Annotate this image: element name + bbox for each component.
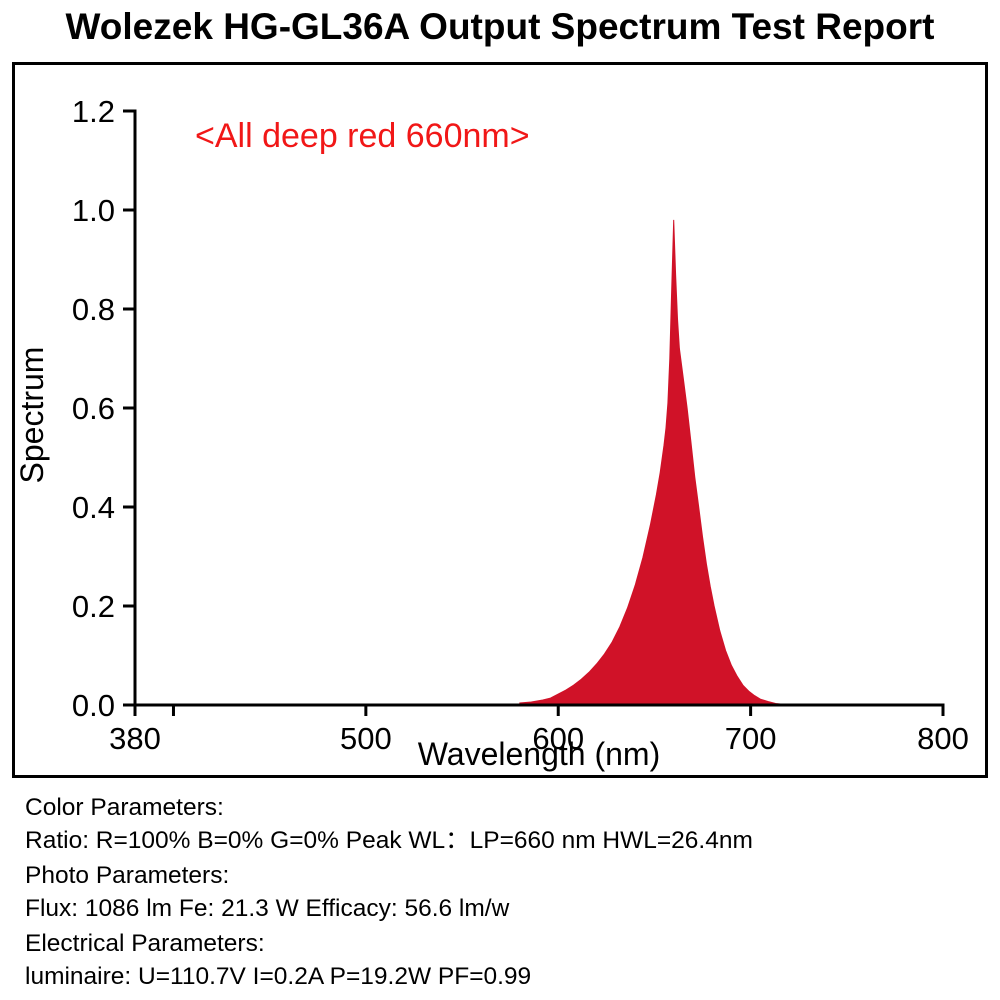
photo-parameters-value: Flux: 1086 lm Fe: 21.3 W Efficacy: 56.6 …: [25, 895, 510, 922]
x-tick-label-700: 700: [725, 721, 777, 756]
spectrum-chart: 0.0 0.2 0.4 0.6 0.8 1.0 1.2 380 500 600 700 800 <Al…: [15, 94, 969, 772]
x-tick-label-380: 380: [109, 721, 161, 756]
y-tick-label-1.0: 1.0: [72, 193, 115, 228]
y-tick-label-0.0: 0.0: [72, 688, 115, 723]
y-tick-label-1.2: 1.2: [72, 94, 115, 129]
spectrum-area-layer: [519, 219, 793, 706]
x-axis-title: Wavelength (nm): [418, 736, 660, 772]
y-axis-title: Spectrum: [15, 347, 50, 484]
electrical-parameters-value: luminaire: U=110.7V I=0.2A P=19.2W PF=0.…: [25, 963, 532, 990]
y-tick-label-0.2: 0.2: [72, 589, 115, 624]
color-parameters-value: Ratio: R=100% B=0% G=0% Peak WL：LP=660 n…: [25, 827, 753, 854]
x-tick-label-600: 600: [532, 721, 584, 756]
chart-frame: 0.0 0.2 0.4 0.6 0.8 1.0 1.2 380 500 600 700 800 <Al…: [12, 62, 988, 778]
y-tick-label-0.4: 0.4: [72, 490, 115, 525]
color-parameters-heading: Color Parameters:: [25, 794, 224, 821]
x-tick-label-800: 800: [917, 721, 969, 756]
peak-annotation-text: <All deep red 660nm>: [195, 117, 530, 155]
electrical-parameters-heading: Electrical Parameters:: [25, 930, 265, 957]
x-tick-label-500: 500: [340, 721, 392, 756]
axis-ticks-layer: 0.0 0.2 0.4 0.6 0.8 1.0 1.2 380 500 600 700 800: [72, 94, 969, 756]
page-title: Wolezek HG-GL36A Output Spectrum Test Re…: [65, 6, 935, 47]
y-tick-label-0.8: 0.8: [72, 292, 115, 327]
y-tick-label-0.6: 0.6: [72, 391, 115, 426]
photo-parameters-heading: Photo Parameters:: [25, 862, 230, 889]
parameters-block: Color Parameters: Ratio: R=100% B=0% G=0…: [25, 793, 975, 995]
deep-red-660nm-spectrum-area: [519, 219, 793, 706]
